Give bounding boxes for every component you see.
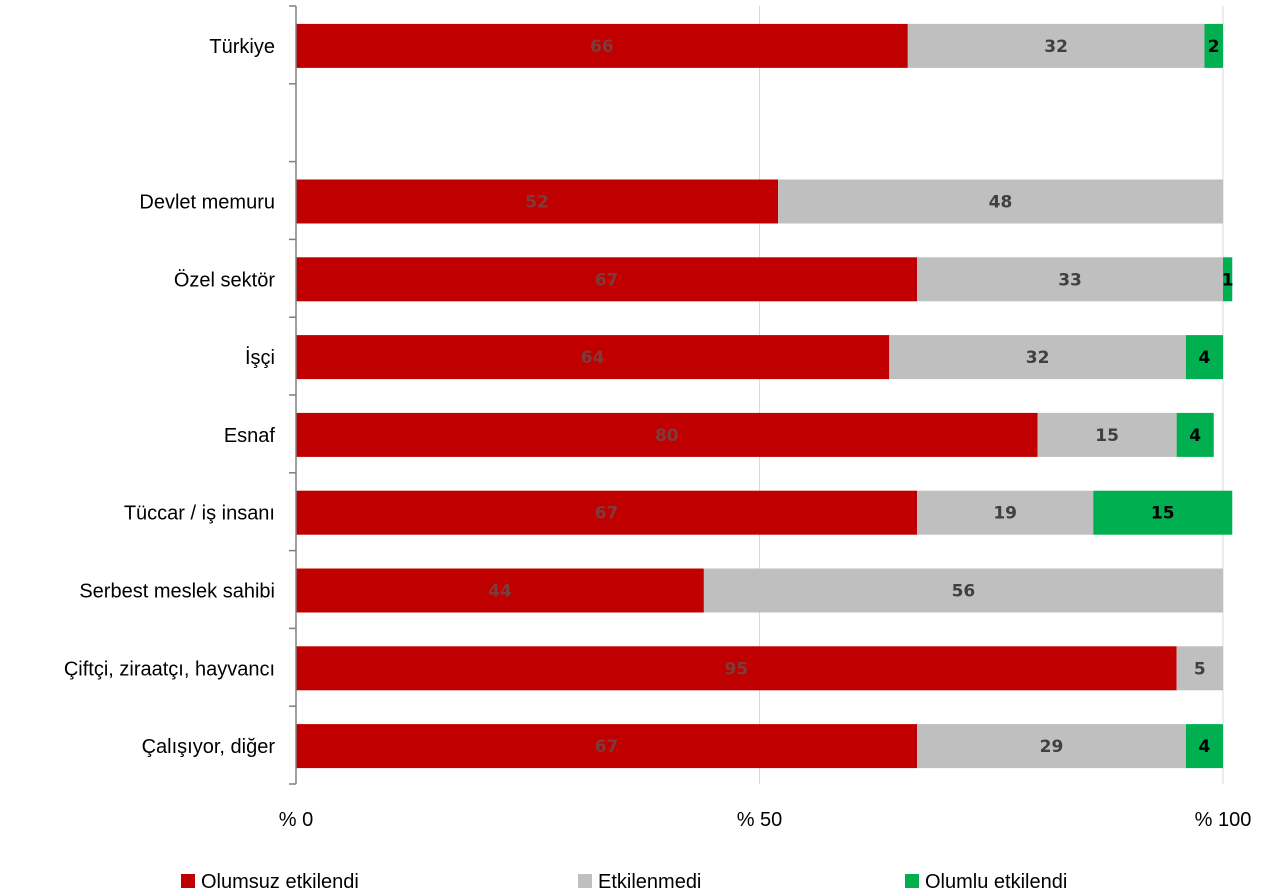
bar-segment: [917, 724, 1186, 769]
data-label: 32: [1044, 37, 1068, 57]
category-label: İşçi: [245, 346, 275, 369]
data-label: 67: [595, 504, 619, 524]
x-tick-label: % 0: [279, 809, 313, 831]
data-label: 1: [1222, 270, 1234, 290]
data-label: 52: [525, 193, 549, 213]
bar-segment: [1185, 724, 1223, 769]
legend-swatch: [181, 874, 195, 888]
data-label: 5: [1194, 659, 1206, 679]
bar-segment: [296, 646, 1177, 691]
category-label: Çiftçi, ziraatçı, hayvancı: [64, 658, 275, 680]
bar-segment: [296, 257, 918, 302]
legend-label: Olumsuz etkilendi: [201, 871, 359, 893]
bar-segment: [778, 179, 1223, 224]
data-label: 67: [595, 737, 619, 757]
data-label: 67: [595, 270, 619, 290]
data-label: 19: [993, 504, 1017, 524]
legend-swatch: [905, 874, 919, 888]
legend-swatch: [578, 874, 592, 888]
category-label: Serbest meslek sahibi: [79, 581, 275, 603]
data-label: 15: [1095, 426, 1119, 446]
bar-segment: [917, 490, 1094, 535]
bar-segment: [917, 257, 1223, 302]
category-label: Esnaf: [224, 425, 276, 447]
data-label: 33: [1058, 270, 1082, 290]
data-label: 2: [1208, 37, 1220, 57]
bar-segment: [1204, 23, 1223, 68]
category-label: Çalışıyor, diğer: [142, 736, 276, 758]
bar-segment: [1093, 490, 1233, 535]
data-label: 32: [1026, 348, 1050, 368]
bar-segment: [1223, 257, 1233, 302]
bar-segment: [296, 23, 908, 68]
bar-segment: [296, 335, 890, 380]
data-label: 4: [1189, 426, 1201, 446]
data-label: 4: [1199, 737, 1211, 757]
legend-label: Etkilenmedi: [598, 871, 701, 893]
data-label: 95: [724, 659, 748, 679]
data-label: 15: [1151, 504, 1175, 524]
legend-label: Olumlu etkilendi: [925, 871, 1067, 893]
data-label: 64: [581, 348, 605, 368]
x-tick-label: % 100: [1195, 809, 1252, 831]
bar-segment: [907, 23, 1205, 68]
bar-segment: [296, 412, 1038, 457]
data-label: 48: [989, 193, 1013, 213]
data-label: 4: [1199, 348, 1211, 368]
bar-segment: [1037, 412, 1177, 457]
category-label: Özel sektör: [174, 269, 275, 291]
bar-segment: [1176, 646, 1223, 691]
bar-segment: [296, 724, 918, 769]
bar-segment: [296, 490, 918, 535]
category-label: Devlet memuru: [139, 192, 275, 214]
bar-segment: [296, 568, 704, 613]
data-label: 56: [952, 582, 976, 602]
bar-segment: [1185, 335, 1223, 380]
data-label: 29: [1040, 737, 1064, 757]
x-tick-label: % 50: [737, 809, 783, 831]
category-label: Türkiye: [209, 36, 275, 58]
bar-segment: [296, 179, 779, 224]
category-label: Tüccar / iş insanı: [124, 503, 275, 525]
bar-segment: [703, 568, 1223, 613]
bar-segment: [1176, 412, 1214, 457]
data-label: 80: [655, 426, 679, 446]
bar-segment: [889, 335, 1186, 380]
data-label: 66: [590, 37, 614, 57]
data-label: 44: [488, 582, 512, 602]
